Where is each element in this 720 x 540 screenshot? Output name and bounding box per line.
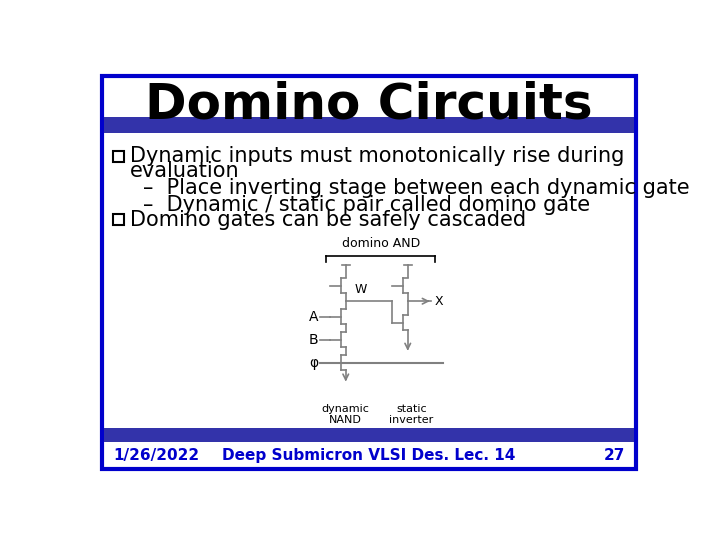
Text: 27: 27: [603, 448, 625, 463]
Text: Domino gates can be safely cascaded: Domino gates can be safely cascaded: [130, 210, 526, 230]
Text: domino AND: domino AND: [341, 237, 420, 249]
Bar: [113, 214, 124, 225]
Text: Deep Submicron VLSI Des. Lec. 14: Deep Submicron VLSI Des. Lec. 14: [222, 448, 516, 463]
Text: Dynamic inputs must monotonically rise during: Dynamic inputs must monotonically rise d…: [130, 146, 625, 166]
Text: W: W: [355, 283, 367, 296]
Text: dynamic
NAND: dynamic NAND: [322, 403, 369, 425]
Text: static
inverter: static inverter: [390, 403, 433, 425]
Text: B: B: [309, 333, 319, 347]
Text: 1/26/2022: 1/26/2022: [113, 448, 199, 463]
Text: φ: φ: [310, 356, 319, 370]
Bar: [113, 151, 124, 162]
Bar: [104, 117, 634, 132]
Text: X: X: [435, 295, 444, 308]
Text: Domino Circuits: Domino Circuits: [145, 81, 593, 129]
Text: evaluation: evaluation: [130, 161, 240, 181]
Text: A: A: [309, 309, 319, 323]
Text: –  Dynamic / static pair called domino gate: – Dynamic / static pair called domino ga…: [143, 195, 590, 215]
Text: –  Place inverting stage between each dynamic gate: – Place inverting stage between each dyn…: [143, 178, 689, 198]
Bar: [104, 428, 634, 442]
